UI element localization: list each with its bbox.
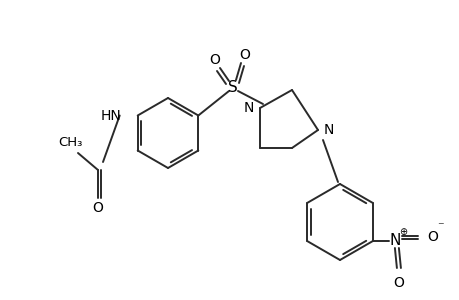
- Text: N: N: [323, 123, 334, 137]
- Text: O: O: [92, 201, 103, 215]
- Text: S: S: [228, 80, 237, 94]
- Text: N: N: [388, 233, 400, 248]
- Text: HN: HN: [101, 109, 122, 122]
- Text: O: O: [426, 230, 437, 244]
- Text: O: O: [209, 53, 220, 67]
- Text: CH₃: CH₃: [58, 136, 82, 149]
- Text: N: N: [243, 101, 253, 115]
- Text: ⁻: ⁻: [437, 220, 443, 233]
- Text: ⊕: ⊕: [398, 227, 406, 237]
- Text: O: O: [392, 276, 403, 290]
- Text: O: O: [239, 48, 250, 62]
